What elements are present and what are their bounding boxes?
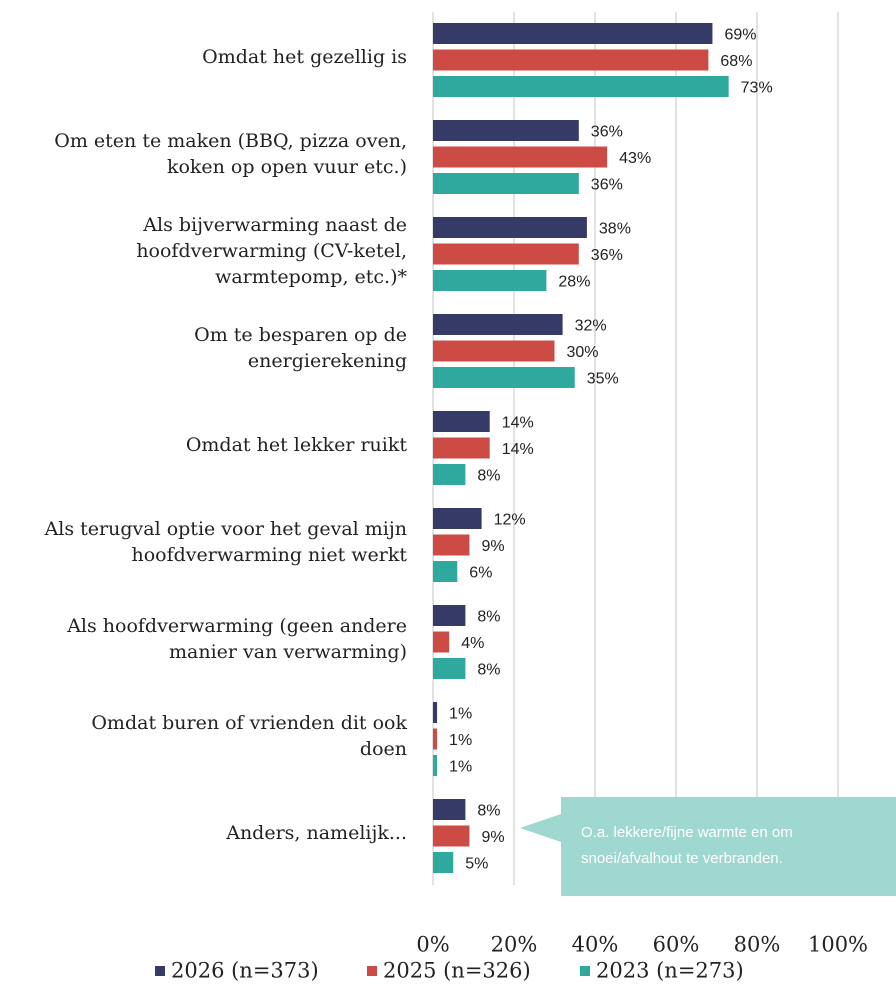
- bar: [433, 340, 555, 362]
- legend-swatch: [367, 966, 377, 976]
- value-label: 5%: [465, 856, 488, 873]
- value-label: 38%: [599, 221, 631, 238]
- annotation-text: O.a. lekkere/fijne warmte en om: [581, 824, 793, 841]
- category-label: warmtepomp, etc.)*: [215, 266, 407, 288]
- value-label: 1%: [449, 732, 472, 749]
- bar: [433, 411, 490, 432]
- legend-label: 2026 (n=373): [171, 959, 319, 983]
- bar: [433, 508, 482, 529]
- value-label: 8%: [477, 662, 500, 679]
- value-label: 6%: [469, 565, 492, 582]
- value-label: 14%: [502, 415, 534, 432]
- callout: [520, 797, 896, 896]
- value-label: 73%: [741, 80, 773, 97]
- value-label: 9%: [481, 538, 504, 555]
- category-label: Als hoofdverwarming (geen andere: [66, 615, 407, 637]
- category-label: doen: [360, 738, 407, 760]
- bar: [433, 367, 575, 388]
- x-tick-label: 20%: [491, 933, 538, 957]
- value-label: 4%: [461, 635, 484, 652]
- value-label: 43%: [619, 150, 651, 167]
- bar: [433, 631, 450, 653]
- value-label: 36%: [591, 177, 623, 194]
- category-label: Anders, namelijk...: [225, 822, 407, 844]
- category-label: manier van verwarming): [169, 641, 407, 663]
- legend-label: 2023 (n=273): [596, 959, 744, 983]
- bar: [433, 852, 454, 873]
- category-label: Omdat het lekker ruikt: [186, 434, 408, 456]
- category-label: Omdat buren of vrienden dit ook: [91, 712, 407, 734]
- bar: [433, 658, 466, 679]
- value-label: 30%: [567, 344, 599, 361]
- bar: [433, 464, 466, 485]
- category-label: Om te besparen op de: [194, 324, 407, 346]
- x-tick-label: 0%: [416, 933, 449, 957]
- legend-label: 2025 (n=326): [383, 959, 531, 983]
- bar: [433, 49, 709, 71]
- bar: [433, 605, 466, 626]
- value-label: 1%: [449, 706, 472, 723]
- value-label: 9%: [481, 829, 504, 846]
- bar: [433, 437, 490, 459]
- value-label: 14%: [502, 441, 534, 458]
- value-label: 68%: [720, 53, 752, 70]
- bar: [433, 23, 713, 44]
- bar: [433, 173, 579, 194]
- bar: [433, 702, 438, 723]
- category-label: energierekening: [248, 350, 407, 372]
- bar: [433, 314, 563, 335]
- bar: [433, 728, 438, 750]
- value-label: 69%: [724, 27, 756, 44]
- value-label: 36%: [591, 124, 623, 141]
- bar: [433, 76, 729, 97]
- bar: [433, 120, 579, 141]
- value-label: 32%: [575, 318, 607, 335]
- bar: [433, 799, 466, 820]
- x-tick-label: 100%: [808, 933, 868, 957]
- value-label: 35%: [587, 371, 619, 388]
- value-label: 28%: [558, 274, 590, 291]
- category-label: hoofdverwarming niet werkt: [131, 544, 407, 566]
- x-tick-label: 40%: [572, 933, 619, 957]
- category-label: Als bijverwarming naast de: [142, 214, 407, 236]
- bar: [433, 534, 470, 556]
- category-label: Omdat het gezellig is: [202, 46, 407, 68]
- value-label: 8%: [477, 468, 500, 485]
- category-label: koken op open vuur etc.): [167, 156, 407, 178]
- x-tick-label: 60%: [653, 933, 700, 957]
- bar: [433, 243, 579, 265]
- annotation-text: snoei/afvalhout te verbranden.: [581, 850, 783, 867]
- bar: [433, 217, 587, 238]
- category-label: Als terugval optie voor het geval mijn: [44, 518, 407, 540]
- value-label: 1%: [449, 759, 472, 776]
- bar: [433, 561, 458, 582]
- value-label: 8%: [477, 803, 500, 820]
- bar: [433, 755, 438, 776]
- legend-swatch: [580, 966, 590, 976]
- x-tick-label: 80%: [734, 933, 781, 957]
- value-label: 36%: [591, 247, 623, 264]
- category-label: Om eten te maken (BBQ, pizza oven,: [54, 130, 407, 152]
- legend-swatch: [155, 966, 165, 976]
- bar: [433, 270, 547, 291]
- bar: [433, 146, 608, 168]
- bar: [433, 825, 470, 847]
- value-label: 12%: [494, 512, 526, 529]
- category-label: hoofdverwarming (CV-ketel,: [136, 240, 407, 262]
- value-label: 8%: [477, 609, 500, 626]
